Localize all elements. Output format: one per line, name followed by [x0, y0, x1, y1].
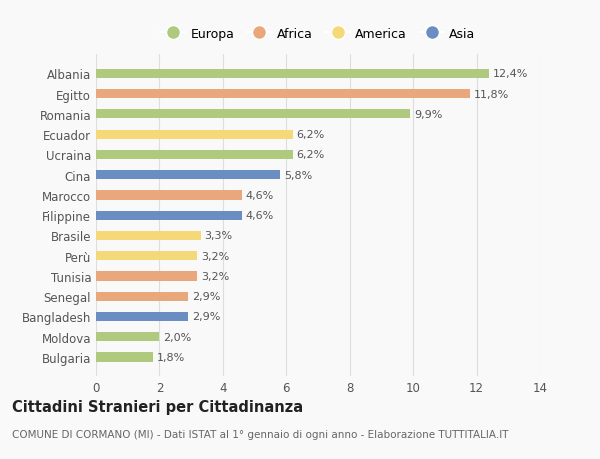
Bar: [96, 231, 200, 241]
Bar: [96, 312, 188, 321]
Bar: [96, 70, 489, 79]
Text: Cittadini Stranieri per Cittadinanza: Cittadini Stranieri per Cittadinanza: [12, 399, 303, 414]
Text: COMUNE DI CORMANO (MI) - Dati ISTAT al 1° gennaio di ogni anno - Elaborazione TU: COMUNE DI CORMANO (MI) - Dati ISTAT al 1…: [12, 429, 509, 439]
Text: 4,6%: 4,6%: [245, 211, 274, 221]
Text: 6,2%: 6,2%: [296, 150, 325, 160]
Text: 1,8%: 1,8%: [157, 352, 185, 362]
Bar: [96, 130, 293, 140]
Text: 3,2%: 3,2%: [201, 251, 230, 261]
Text: 2,0%: 2,0%: [163, 332, 191, 342]
Bar: [96, 171, 280, 180]
Text: 3,2%: 3,2%: [201, 271, 230, 281]
Text: 4,6%: 4,6%: [245, 190, 274, 201]
Bar: [96, 110, 410, 119]
Text: 6,2%: 6,2%: [296, 130, 325, 140]
Text: 9,9%: 9,9%: [414, 110, 442, 120]
Text: 12,4%: 12,4%: [493, 69, 529, 79]
Text: 11,8%: 11,8%: [474, 90, 509, 100]
Bar: [96, 353, 153, 362]
Text: 2,9%: 2,9%: [192, 291, 220, 302]
Bar: [96, 332, 160, 341]
Text: 3,3%: 3,3%: [205, 231, 233, 241]
Text: 2,9%: 2,9%: [192, 312, 220, 322]
Bar: [96, 292, 188, 301]
Bar: [96, 211, 242, 220]
Bar: [96, 272, 197, 281]
Legend: Europa, Africa, America, Asia: Europa, Africa, America, Asia: [155, 23, 481, 46]
Text: 5,8%: 5,8%: [284, 170, 312, 180]
Bar: [96, 191, 242, 200]
Bar: [96, 151, 293, 160]
Bar: [96, 252, 197, 261]
Bar: [96, 90, 470, 99]
